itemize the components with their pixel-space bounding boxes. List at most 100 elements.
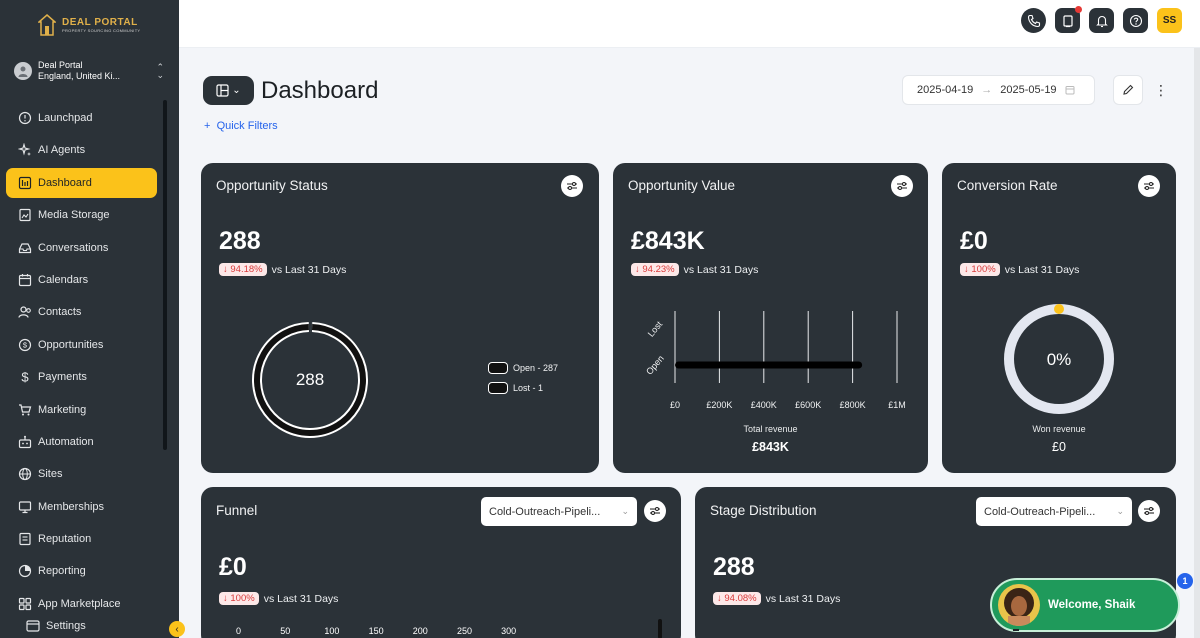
chevron-updown-icon: ⌃ ⌄ xyxy=(156,62,164,80)
account-name: Deal Portal xyxy=(38,60,83,70)
legend-item-open[interactable]: Open - 287 xyxy=(488,362,558,374)
delta-label: vs Last 31 Days xyxy=(683,263,759,276)
metric-delta: ↓ 100% vs Last 31 Days xyxy=(960,263,1079,276)
brand-logo[interactable]: DEAL PORTAL PROPERTY SOURCING COMMUNITY xyxy=(38,14,140,36)
funnel-tick-label: 0 xyxy=(236,626,242,636)
sidebar-item-label: Calendars xyxy=(38,273,89,286)
sidebar-item-label: Dashboard xyxy=(38,176,92,189)
legend-swatch xyxy=(488,362,508,374)
sidebar-item-settings[interactable]: Settings xyxy=(26,619,86,633)
top-bar: SS xyxy=(179,0,1200,48)
sidebar-item-dashboard[interactable]: Dashboard xyxy=(6,167,157,198)
metric-delta: ↓ 94.08% vs Last 31 Days xyxy=(713,592,840,605)
delta-badge: ↓ 94.23% xyxy=(631,263,679,276)
legend-label: Open - 287 xyxy=(513,363,559,373)
globe-icon xyxy=(18,468,32,481)
welcome-text: Welcome, Shaik xyxy=(1048,599,1136,611)
sidebar-item-conversations[interactable]: Conversations xyxy=(6,233,157,263)
delta-badge: ↓ 100% xyxy=(960,263,1000,276)
metric-value: £843K xyxy=(631,227,705,255)
sidebar-item-calendars[interactable]: Calendars xyxy=(6,265,157,295)
stage-pipeline-select[interactable]: Cold-Outreach-Pipeli... ⌄ xyxy=(976,497,1132,526)
total-revenue-label: Total revenue xyxy=(743,424,798,434)
metric-value: 288 xyxy=(713,553,755,581)
notifications-button[interactable] xyxy=(1089,8,1114,33)
card-settings-button[interactable] xyxy=(1138,175,1160,197)
funnel-scrollbar[interactable] xyxy=(658,619,662,638)
y-category-label: Lost xyxy=(646,319,665,339)
sidebar-item-label: Conversations xyxy=(38,241,109,254)
brand-title: DEAL PORTAL xyxy=(62,17,138,28)
sidebar-item-ai-agents[interactable]: AI Agents xyxy=(6,135,157,165)
membership-icon xyxy=(18,501,32,513)
reputation-icon xyxy=(19,532,31,546)
sidebar-item-sites[interactable]: Sites xyxy=(6,459,157,489)
marketplace-icon xyxy=(18,597,32,610)
sidebar-item-launchpad[interactable]: Launchpad xyxy=(6,103,157,133)
sidebar-item-reputation[interactable]: Reputation xyxy=(6,524,157,554)
sidebar-item-memberships[interactable]: Memberships xyxy=(6,492,157,522)
chat-unread-badge: 1 xyxy=(1177,573,1193,589)
sidebar-item-app-marketplace[interactable]: App Marketplace xyxy=(6,589,157,619)
sidebar-item-label: Sites xyxy=(38,468,63,481)
sidebar-item-label: Opportunities xyxy=(38,338,104,351)
chevron-down-icon: ⌄ xyxy=(1116,506,1124,516)
y-category-label: Open xyxy=(644,353,666,376)
delta-label: vs Last 31 Days xyxy=(263,592,339,605)
collapse-sidebar-button[interactable]: ‹ xyxy=(169,621,185,637)
assistant-face-icon xyxy=(1004,588,1034,626)
sidebar-item-label: Settings xyxy=(46,620,86,632)
page-scrollbar[interactable] xyxy=(1194,48,1200,638)
date-range-picker[interactable]: 2025-04-19 → 2025-05-19 xyxy=(902,75,1095,105)
sidebar-item-automation[interactable]: Automation xyxy=(6,427,157,457)
arrow-right-icon: → xyxy=(981,84,993,96)
metric-delta: ↓ 100% vs Last 31 Days xyxy=(219,592,338,605)
welcome-chat-widget[interactable]: Welcome, Shaik xyxy=(990,578,1180,632)
legend-item-lost[interactable]: Lost - 1 xyxy=(488,382,558,394)
card-settings-button[interactable] xyxy=(1138,500,1160,522)
phone-button[interactable] xyxy=(1021,8,1046,33)
sliders-icon xyxy=(567,182,577,190)
sidebar-item-contacts[interactable]: Contacts xyxy=(6,297,157,327)
sidebar-item-label: Reputation xyxy=(38,533,92,546)
sidebar-scrollbar[interactable] xyxy=(163,100,167,450)
sidebar-item-reporting[interactable]: Reporting xyxy=(6,556,157,586)
conversion-rate-card: Conversion Rate £0 ↓ 100% vs Last 31 Day… xyxy=(942,163,1176,473)
help-button[interactable] xyxy=(1123,8,1148,33)
funnel-tick-label: 50 xyxy=(280,626,291,636)
more-options-icon[interactable]: ⋮ xyxy=(1154,81,1168,98)
sidebar-item-media-storage[interactable]: Media Storage xyxy=(6,200,157,230)
sidebar-item-payments[interactable]: $ Payments xyxy=(6,362,157,392)
card-settings-button[interactable] xyxy=(644,500,666,522)
sidebar-item-opportunities[interactable]: $ Opportunities xyxy=(6,330,157,360)
sparkle-icon xyxy=(18,143,31,157)
edit-dashboard-button[interactable] xyxy=(1113,75,1143,105)
donut-slice-fill-open xyxy=(254,324,366,436)
svg-text:$: $ xyxy=(21,370,29,384)
delta-label: vs Last 31 Days xyxy=(765,592,841,605)
user-avatar[interactable]: SS xyxy=(1157,8,1182,33)
sliders-icon xyxy=(650,507,660,515)
delta-badge: ↓ 94.08% xyxy=(713,592,761,605)
metric-value: 288 xyxy=(219,227,261,255)
announcements-button[interactable] xyxy=(1055,6,1082,33)
dashboard-switcher-button[interactable]: ⌄ xyxy=(203,76,254,105)
dollar-icon: $ xyxy=(21,370,29,384)
quick-filters-button[interactable]: + Quick Filters xyxy=(204,120,278,132)
date-end: 2025-05-19 xyxy=(1000,84,1057,96)
sliders-icon xyxy=(897,182,907,190)
cart-icon xyxy=(19,403,32,416)
sidebar-item-label: Contacts xyxy=(38,306,82,319)
x-tick-label: £1M xyxy=(888,400,906,410)
sidebar: DEAL PORTAL PROPERTY SOURCING COMMUNITY … xyxy=(0,0,179,638)
bar-open[interactable] xyxy=(675,361,863,369)
card-settings-button[interactable] xyxy=(561,175,583,197)
sidebar-item-marketing[interactable]: Marketing xyxy=(6,395,157,425)
card-settings-button[interactable] xyxy=(891,175,913,197)
card-title: Opportunity Status xyxy=(216,178,328,193)
bell-icon xyxy=(1095,15,1108,27)
opportunity-value-card: Opportunity Value £843K ↓ 94.23% vs Last… xyxy=(613,163,928,473)
account-switcher[interactable]: Deal Portal England, United Ki... ⌃ ⌄ xyxy=(14,60,164,82)
funnel-pipeline-select[interactable]: Cold-Outreach-Pipeli... ⌄ xyxy=(481,497,637,526)
total-revenue-value: £843K xyxy=(752,440,789,454)
